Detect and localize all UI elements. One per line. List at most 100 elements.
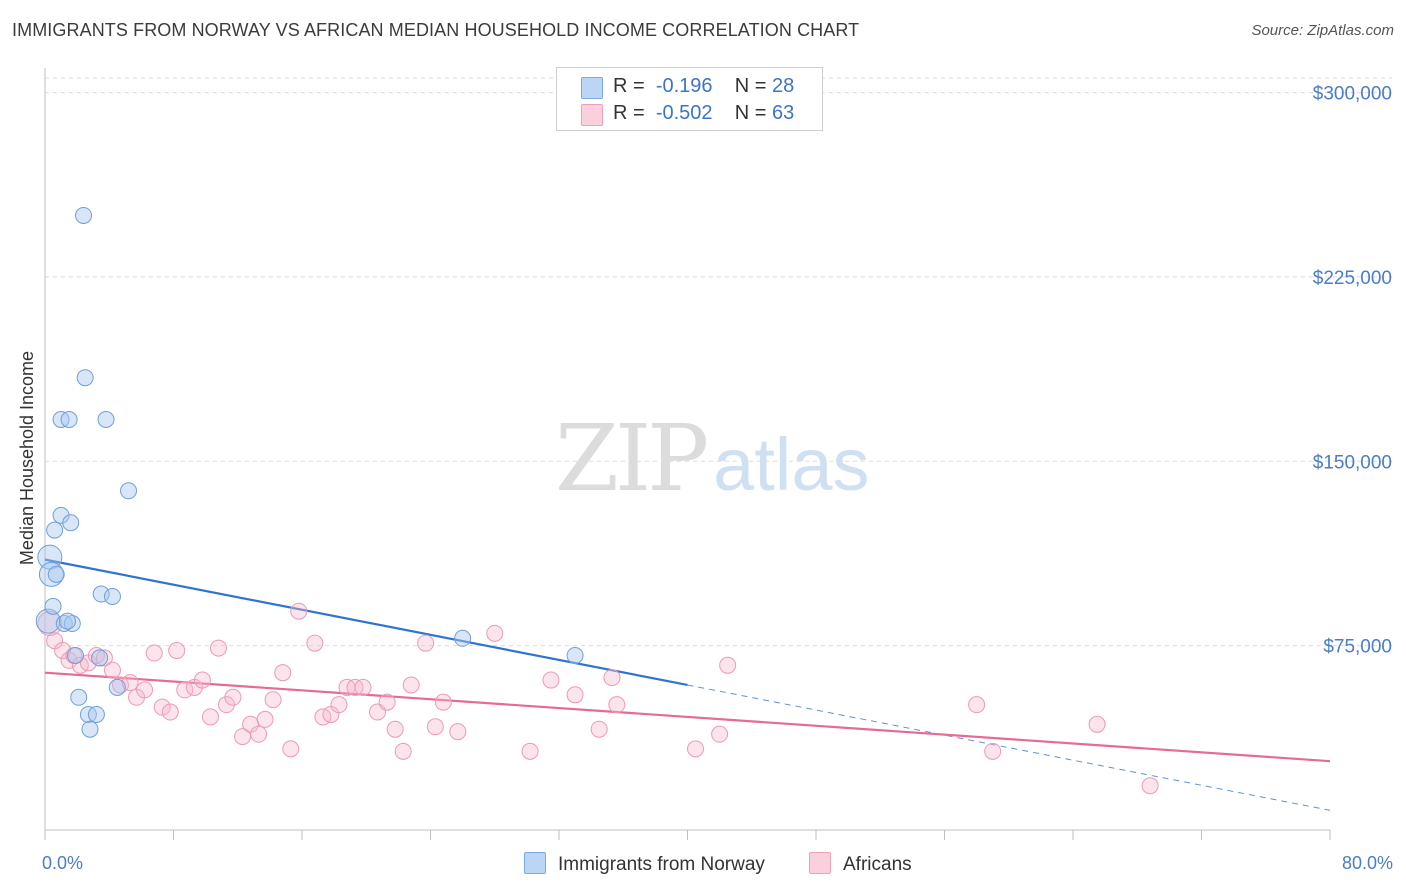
legend-swatch-africans — [581, 104, 603, 126]
point-norway — [76, 369, 94, 387]
point-africans — [486, 624, 504, 642]
point-africans — [209, 639, 227, 657]
chart-title: IMMIGRANTS FROM NORWAY VS AFRICAN MEDIAN… — [12, 20, 860, 40]
point-africans — [449, 723, 467, 741]
point-africans — [176, 681, 194, 699]
point-africans — [330, 696, 348, 714]
point-africans — [193, 671, 211, 689]
point-norway — [454, 629, 472, 647]
watermark-atlas: atlas — [713, 423, 870, 506]
x-tick-label: 0.0% — [42, 853, 83, 873]
point-africans — [306, 634, 324, 652]
trend-line-africans — [44, 671, 1331, 763]
axes — [44, 68, 1331, 840]
legend-text-africans: R = -0.502 N = 63 — [613, 102, 794, 125]
watermark-zip: ZIP — [555, 405, 709, 512]
point-norway — [58, 612, 76, 630]
legend-r-value: -0.502 — [655, 102, 713, 124]
point-africans — [168, 642, 186, 660]
point-africans — [402, 676, 420, 694]
y-tick-label: $150,000 — [1313, 452, 1392, 473]
point-norway — [103, 587, 121, 605]
tick-labels: $75,000 $150,000 $225,000 $300,000 0.0% 80.0% — [42, 84, 1393, 873]
point-africans — [711, 725, 729, 743]
legend-text-norway: R = -0.196 N = 28 — [613, 75, 794, 98]
point-norway — [35, 608, 61, 634]
gridlines — [45, 77, 1392, 647]
point-norway — [44, 597, 62, 615]
point-norway — [91, 649, 109, 667]
point-africans — [153, 698, 171, 716]
trend-lines — [44, 558, 1331, 811]
trend-line-norway — [44, 558, 688, 687]
point-africans — [54, 642, 72, 660]
point-norway — [108, 678, 126, 696]
legend-r-label: R = — [613, 75, 645, 97]
legend-n-value: 28 — [772, 75, 795, 97]
point-norway — [60, 411, 78, 429]
y-axis-label: Median Household Income — [17, 351, 37, 565]
point-africans — [224, 688, 242, 706]
point-africans — [264, 691, 282, 709]
point-africans — [687, 740, 705, 758]
point-africans — [968, 696, 986, 714]
point-africans — [256, 710, 274, 728]
point-africans — [521, 742, 539, 760]
bottom-legend-swatch-norway — [524, 852, 546, 874]
point-africans — [378, 693, 396, 711]
point-africans — [111, 676, 129, 694]
y-tick-label: $75,000 — [1323, 637, 1392, 658]
point-norway — [97, 411, 115, 429]
y-tick-label: $300,000 — [1313, 84, 1392, 105]
correlation-legend: R = -0.196 N = 28 R = -0.502 N = 63 — [556, 67, 823, 131]
x-tick-label: 80.0% — [1342, 853, 1393, 873]
point-africans — [95, 649, 113, 667]
point-africans — [201, 708, 219, 726]
point-africans — [274, 664, 292, 682]
point-norway — [67, 646, 85, 664]
point-africans — [250, 725, 268, 743]
point-africans — [103, 661, 121, 679]
point-africans — [145, 644, 163, 662]
point-norway — [62, 514, 80, 532]
point-africans — [984, 742, 1002, 760]
point-norway — [566, 646, 584, 664]
bottom-legend-norway: Immigrants from Norway — [524, 852, 765, 876]
bottom-legend-label-norway: Immigrants from Norway — [558, 854, 765, 875]
point-norway — [63, 615, 81, 633]
point-africans — [121, 674, 139, 692]
point-africans — [354, 678, 372, 696]
point-africans — [719, 656, 737, 674]
legend-n-label: N = — [734, 102, 767, 124]
bottom-legend-swatch-africans — [809, 852, 831, 874]
point-africans — [608, 696, 626, 714]
point-africans — [290, 602, 308, 620]
point-norway — [87, 705, 105, 723]
point-norway — [92, 585, 110, 603]
y-tick-label: $225,000 — [1313, 268, 1392, 289]
point-norway — [47, 565, 65, 583]
point-africans — [161, 703, 179, 721]
data-points — [35, 206, 1159, 795]
point-africans — [566, 686, 584, 704]
watermark: ZIP atlas — [555, 405, 869, 512]
point-africans — [542, 671, 560, 689]
trend-line-norway-extension — [687, 684, 1331, 811]
point-africans — [426, 718, 444, 736]
source-credit: Source: ZipAtlas.com — [1251, 22, 1394, 39]
point-africans — [590, 720, 608, 738]
point-africans — [1141, 777, 1159, 795]
point-africans — [417, 634, 435, 652]
point-africans — [386, 720, 404, 738]
point-norway — [120, 482, 138, 500]
point-norway — [81, 720, 99, 738]
point-africans — [136, 681, 154, 699]
point-norway — [70, 688, 88, 706]
bottom-legend-africans: Africans — [809, 852, 912, 876]
point-africans — [282, 740, 300, 758]
point-norway — [46, 521, 64, 539]
point-africans — [37, 611, 63, 637]
legend-n-label: N = — [734, 75, 767, 97]
point-norway — [38, 561, 64, 587]
